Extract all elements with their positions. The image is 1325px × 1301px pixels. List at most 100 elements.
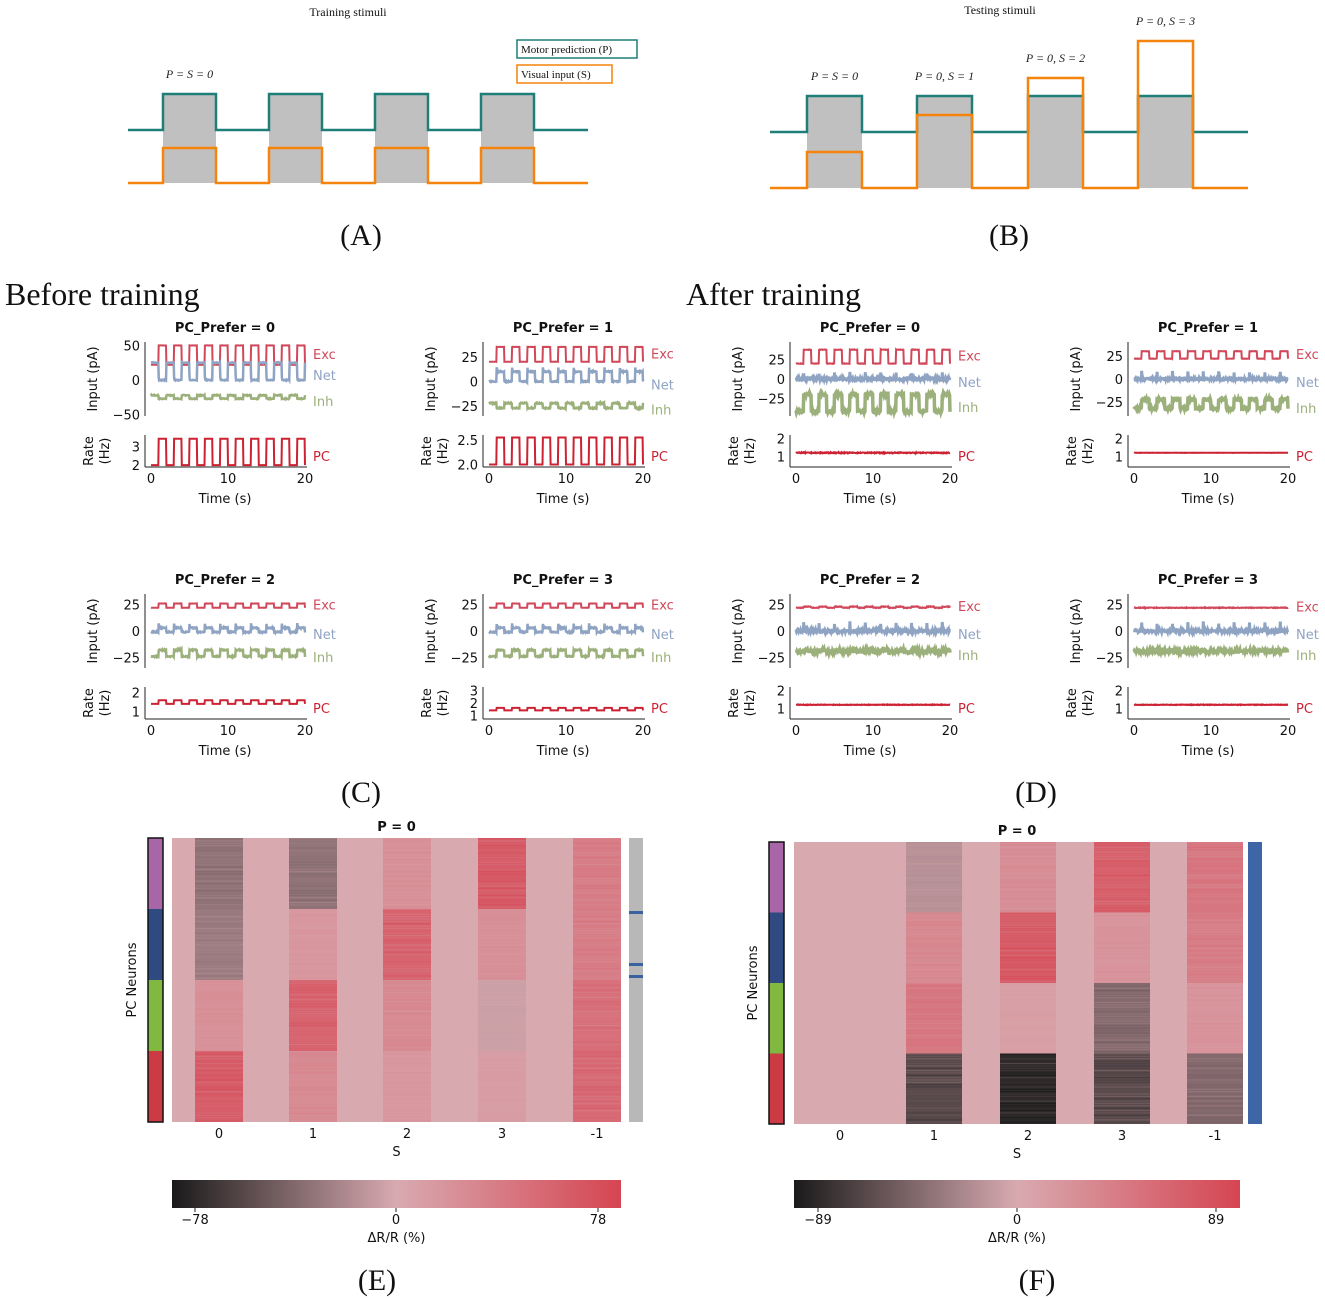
heatmap-row-stripe (573, 1006, 621, 1008)
heatmap-row-stripe (906, 1072, 962, 1074)
heatmap-x-label: S (392, 1145, 400, 1160)
heatmap-row-stripe (289, 1027, 337, 1029)
heatmap-row-stripe (1000, 924, 1056, 926)
input-tick-label: −25 (113, 651, 140, 666)
heatmap-row-stripe (1000, 846, 1056, 848)
heatmap-row-stripe (906, 1001, 962, 1003)
heatmap-row-stripe (195, 906, 243, 908)
heatmap-row-stripe (195, 1046, 243, 1048)
net-trace (488, 623, 645, 637)
heatmap-row-stripe (1187, 1095, 1243, 1097)
heatmap-row-stripe (1187, 1022, 1243, 1025)
heatmap-row-stripe (1187, 881, 1243, 884)
heatmap-row-stripe (1000, 1034, 1056, 1036)
inh-trace (1132, 391, 1290, 416)
heatmap-row-stripe (383, 847, 431, 849)
heatmap-row-stripe (1000, 1105, 1056, 1107)
stimulus-block (481, 94, 534, 183)
heatmap-row-stripe (1187, 931, 1243, 933)
heatmap-row-stripe (383, 1114, 431, 1117)
heatmap-row-stripe (1000, 1112, 1056, 1114)
heatmap-row-stripe (383, 901, 431, 904)
heatmap-row-stripe (573, 1091, 621, 1093)
heatmap-row-stripe (383, 925, 431, 927)
heatmap-row-stripe (383, 1079, 431, 1081)
heatmap-row-stripe (1094, 968, 1150, 971)
heatmap-row-stripe (195, 856, 243, 859)
heatmap-row-stripe (1094, 860, 1150, 862)
heatmap-row-stripe (1187, 961, 1243, 964)
heatmap-row-stripe (195, 1105, 243, 1107)
group-strip-border (147, 837, 164, 1123)
heatmap-row-stripe (1000, 921, 1056, 924)
heatmap-row-stripe (478, 854, 526, 856)
heatmap-row-stripe (1187, 1048, 1243, 1050)
heatmap-cell (812, 983, 868, 1054)
heatmap-row-stripe (1094, 992, 1150, 994)
heatmap-row-stripe (573, 890, 621, 892)
heatmap-row-stripe (195, 1065, 243, 1067)
heatmap-row-stripe (1000, 1046, 1056, 1048)
heatmap-row-stripe (478, 1013, 526, 1015)
heatmap-row-stripe (195, 1020, 243, 1022)
heatmap-row-stripe (383, 968, 431, 970)
stimulus-block (1138, 96, 1193, 188)
heatmap-row-stripe (289, 909, 337, 911)
heatmap-row-stripe (383, 859, 431, 861)
panel-b-title: Testing stimuli (964, 3, 1036, 17)
heatmap-row-stripe (1187, 926, 1243, 928)
heatmap-row-stripe (1000, 1107, 1056, 1109)
heatmap-row-stripe (906, 846, 962, 848)
heatmap-row-stripe (383, 1015, 431, 1017)
heatmap-row-stripe (1000, 940, 1056, 942)
heatmap-row-stripe (1187, 940, 1243, 942)
pulse-label: P = 0, S = 1 (914, 69, 974, 83)
heatmap-row-stripe (383, 894, 431, 896)
heatmap-row-stripe (906, 983, 962, 985)
heatmap-row-stripe (1094, 853, 1150, 855)
heatmap-row-stripe (383, 861, 431, 863)
heatmap-row-stripe (573, 965, 621, 967)
heatmap-row-stripe (478, 845, 526, 847)
exc-trace (795, 604, 951, 610)
heatmap-row-stripe (906, 1025, 962, 1027)
side-bar-mark (629, 963, 643, 966)
heatmap-row-stripe (289, 1065, 337, 1067)
input-tick-label: 50 (123, 339, 140, 354)
rate-y-label-unit: (Hz) (98, 690, 113, 717)
input-tick-label: 0 (777, 373, 785, 388)
heatmap-row-stripe (1094, 978, 1150, 980)
heatmap-row-stripe (289, 946, 337, 949)
heatmap-row-stripe (906, 1102, 962, 1105)
heatmap-row-stripe (289, 892, 337, 894)
heatmap-row-stripe (573, 1105, 621, 1107)
heatmap-row-stripe (906, 870, 962, 872)
heatmap-row-stripe (1000, 912, 1056, 914)
heatmap-row-stripe (1094, 999, 1150, 1001)
pc-rate-trace (151, 437, 306, 467)
heatmap-row-stripe (906, 1100, 962, 1102)
heatmap-row-stripe (195, 1027, 243, 1029)
heatmap-row-stripe (1187, 1114, 1243, 1116)
heatmap-row-stripe (478, 1098, 526, 1100)
heatmap-row-stripe (289, 1077, 337, 1079)
heatmap-row-stripe (1187, 985, 1243, 987)
trace-subplot (1127, 342, 1290, 468)
heatmap-row-stripe (195, 882, 243, 885)
heatmap-row-stripe (906, 842, 962, 844)
heatmap-row-stripe (1094, 1015, 1150, 1018)
heatmap-row-stripe (906, 992, 962, 994)
heatmap-row-stripe (906, 1109, 962, 1112)
heatmap-row-stripe (1094, 881, 1150, 884)
heatmap-row-stripe (383, 1086, 431, 1088)
x-tick-label: 20 (1280, 472, 1297, 487)
heatmap-row-stripe (573, 916, 621, 918)
heatmap-row-stripe (1187, 947, 1243, 949)
heatmap-row-stripe (383, 949, 431, 951)
heatmap-row-stripe (1187, 844, 1243, 846)
heatmap-row-stripe (478, 939, 526, 941)
heatmap-row-stripe (1000, 870, 1056, 872)
subplot-title: PC_Prefer = 3 (513, 573, 613, 588)
heatmap-row-stripe (383, 942, 431, 944)
